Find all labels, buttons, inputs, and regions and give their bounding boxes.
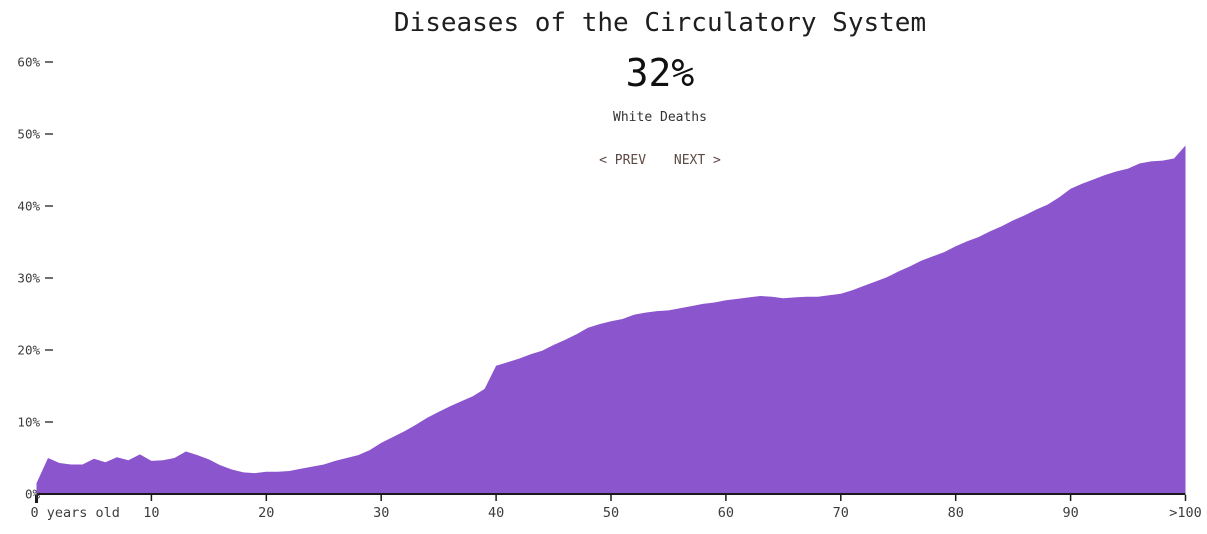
x-tick-label: 70: [833, 505, 849, 521]
y-tick-label: 30%: [17, 271, 40, 286]
y-tick-label: 50%: [17, 127, 40, 142]
chart-nav: < PREV NEXT >: [394, 153, 926, 169]
x-tick-label: 0 years old: [31, 505, 120, 521]
x-tick-label: >100: [1169, 505, 1202, 521]
x-tick-label: 90: [1062, 505, 1078, 521]
chart-header: Diseases of the Circulatory System 32% W…: [394, 0, 926, 169]
next-button[interactable]: NEXT >: [673, 153, 721, 168]
x-tick-label: 10: [143, 505, 159, 521]
y-tick-label: 40%: [17, 199, 40, 214]
x-tick-label: 60: [718, 505, 734, 521]
x-tick-label: 50: [603, 505, 619, 521]
x-tick-label: 30: [373, 505, 389, 521]
prev-button[interactable]: < PREV: [599, 153, 647, 168]
x-tick-label: 20: [258, 505, 274, 521]
series-subtitle: White Deaths: [613, 110, 707, 125]
x-tick-label: 80: [948, 505, 964, 521]
y-tick-label: 0%: [25, 487, 41, 502]
area-series: [36, 145, 1186, 494]
chart-title: Diseases of the Circulatory System: [393, 8, 927, 38]
y-tick-label: 10%: [17, 415, 40, 430]
y-tick-label: 20%: [17, 343, 40, 358]
headline-percentage: 32%: [625, 51, 695, 95]
x-tick-label: 40: [488, 505, 504, 521]
y-tick-label: 60%: [17, 55, 40, 70]
